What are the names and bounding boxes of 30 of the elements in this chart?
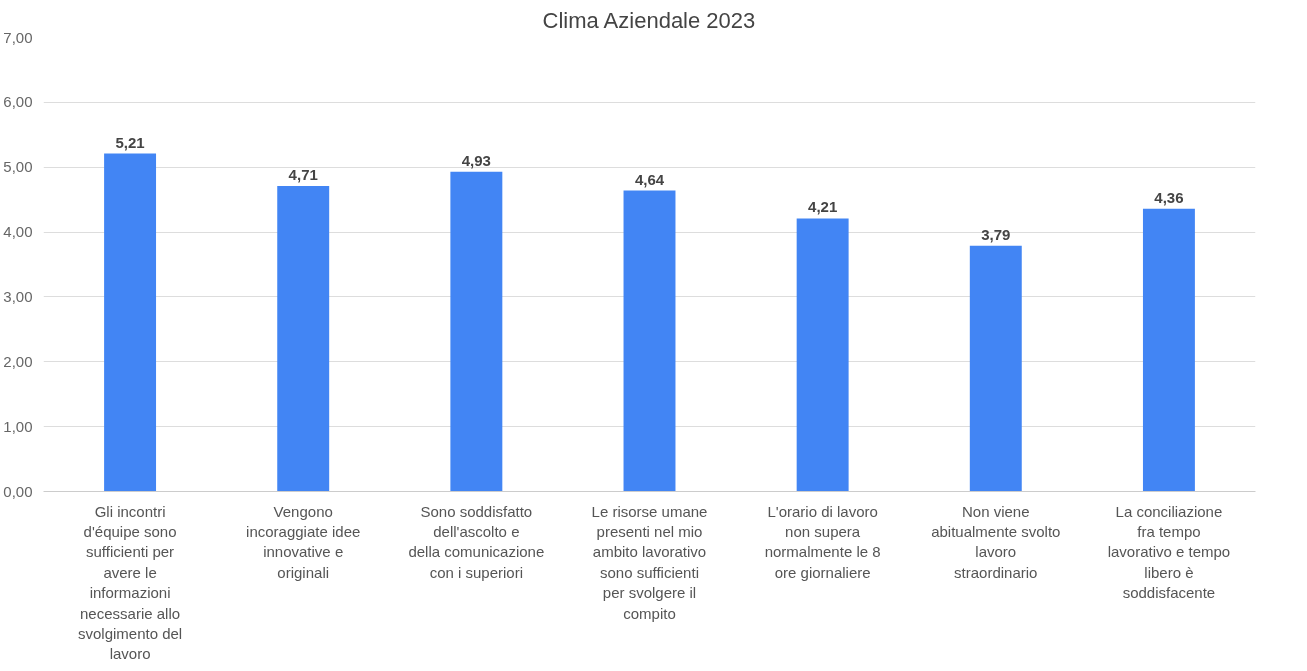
data-label: 5,21	[115, 133, 145, 151]
bar	[104, 153, 157, 492]
y-tick-label: 4,00	[3, 223, 33, 241]
data-label: 3,79	[981, 225, 1011, 243]
y-tick-label: 3,00	[3, 287, 33, 305]
bar	[450, 171, 503, 492]
y-tick-label: 5,00	[3, 158, 33, 176]
bar	[796, 218, 849, 492]
y-tick-label: 7,00	[3, 28, 33, 46]
data-label: 4,21	[808, 198, 838, 216]
x-tick-label: Sono soddisfatto dell'ascolto e della comunicazione con i superiori	[408, 502, 545, 581]
x-tick-label: Vengono incoraggiate idee innovative e originali	[246, 502, 361, 581]
data-label: 4,71	[288, 166, 318, 184]
data-label: 4,93	[461, 151, 491, 169]
x-tick-label: La conciliazione fra tempo lavorativo e tempo libero è soddisfacente	[1107, 502, 1231, 602]
bar	[623, 190, 676, 492]
chart-title: Clima Aziendale 2023	[542, 7, 756, 33]
y-tick-label: 1,00	[3, 417, 33, 435]
x-tick-label: Non viene abitualmente svolto lavoro straordinario	[931, 502, 1061, 581]
x-tick-label: L'orario di lavoro non supera normalmente le 8 ore giornaliere	[764, 502, 881, 581]
y-tick-label: 6,00	[3, 93, 33, 111]
bar	[969, 245, 1022, 492]
bar	[277, 186, 330, 492]
y-tick-label: 2,00	[3, 352, 33, 370]
x-tick-label: Le risorse umane presenti nel mio ambito lavorativo sono sufficienti per svolgere il compito	[591, 502, 708, 622]
x-tick-label: Gli incontri d'équipe sono sufficienti per avere le informazioni necessarie allo svolgimento del lavoro	[77, 502, 183, 663]
data-label: 4,36	[1154, 188, 1184, 206]
data-label: 4,64	[634, 170, 665, 188]
y-tick-label: 0,00	[3, 482, 33, 500]
bar	[1142, 208, 1195, 492]
